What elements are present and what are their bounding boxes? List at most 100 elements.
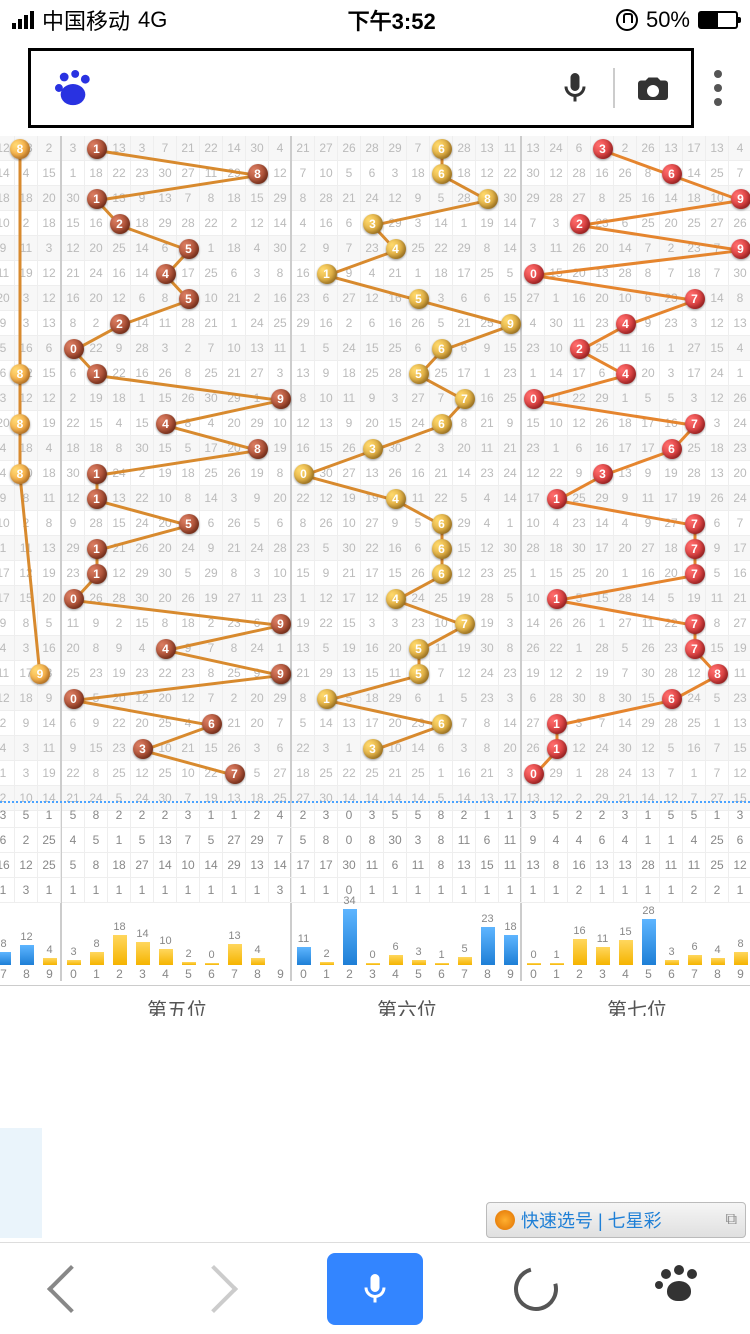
grid-cell: 15 xyxy=(499,286,522,311)
grid-cell: 20 xyxy=(154,536,177,561)
mic-icon[interactable] xyxy=(557,70,593,106)
grid-cell: 16 xyxy=(384,536,407,561)
digit-label: 0 xyxy=(292,967,315,981)
grid-cell: 8 xyxy=(108,436,131,461)
more-menu-icon[interactable] xyxy=(714,70,722,106)
stats-cell: 27 xyxy=(223,828,246,853)
grid-cell: 12 xyxy=(131,761,154,786)
grid-cell: 3 xyxy=(660,361,683,386)
grid-cell: 9 xyxy=(0,611,15,636)
grid-cell: 9 xyxy=(407,186,430,211)
trend-ball: 4 xyxy=(616,314,636,334)
grid-cell: 26 xyxy=(223,461,246,486)
stats-cell: 1 xyxy=(108,828,131,853)
digit-label: 0 xyxy=(522,967,545,981)
grid-cell: 8 xyxy=(177,486,200,511)
stats-cell: 8 xyxy=(545,853,568,878)
stats-cell: 3 xyxy=(407,828,430,853)
grid-cell: 14 xyxy=(499,236,522,261)
grid-cell: 9 xyxy=(315,361,338,386)
stats-cell: 2 xyxy=(453,803,476,828)
grid-cell: 8 xyxy=(85,761,108,786)
grid-cell: 30 xyxy=(729,261,750,286)
grid-cell: 5 xyxy=(292,711,315,736)
forward-button[interactable] xyxy=(184,1259,244,1319)
grid-cell: 16 xyxy=(85,211,108,236)
grid-cell: 12 xyxy=(108,561,131,586)
grid-cell: 1 xyxy=(522,561,545,586)
grid-cell: 7 xyxy=(338,236,361,261)
lottery-trend-chart[interactable]: 1213232613372122143042127262829719281311… xyxy=(0,136,750,1016)
trend-ball: 6 xyxy=(432,714,452,734)
back-button[interactable] xyxy=(41,1259,101,1319)
refresh-button[interactable] xyxy=(506,1259,566,1319)
grid-cell: 22 xyxy=(430,236,453,261)
trend-ball: 1 xyxy=(547,739,567,759)
grid-cell: 12 xyxy=(384,186,407,211)
carrier-label: 中国移动 xyxy=(42,4,130,36)
trend-ball: 6 xyxy=(432,139,452,159)
grid-cell: 21 xyxy=(223,361,246,386)
bar-value-label: 10 xyxy=(154,935,177,947)
trend-ball: 6 xyxy=(662,689,682,709)
grid-cell: 21 xyxy=(223,711,246,736)
grid-cell: 20 xyxy=(499,736,522,761)
grid-cell: 25 xyxy=(108,236,131,261)
grid-cell: 17 xyxy=(683,136,706,161)
grid-cell: 23 xyxy=(476,461,499,486)
grid-cell: 4 xyxy=(269,136,292,161)
frequency-bar xyxy=(642,919,656,965)
search-box[interactable] xyxy=(28,48,694,128)
grid-cell: 23 xyxy=(729,686,750,711)
trend-ball: 5 xyxy=(409,664,429,684)
camera-icon[interactable] xyxy=(635,70,671,106)
digit-label: 1 xyxy=(545,967,568,981)
grid-cell: 22 xyxy=(292,736,315,761)
grid-cell: 14 xyxy=(131,261,154,286)
grid-cell: 4 xyxy=(131,636,154,661)
trend-ball: 8 xyxy=(10,364,30,384)
grid-cell: 18 xyxy=(430,261,453,286)
grid-cell: 8 xyxy=(62,311,85,336)
network-label: 4G xyxy=(138,7,167,33)
grid-cell: 20 xyxy=(62,636,85,661)
grid-cell: 13 xyxy=(38,311,61,336)
stats-cell: 1 xyxy=(476,803,499,828)
grid-cell: 13 xyxy=(361,461,384,486)
frequency-bar xyxy=(20,945,34,965)
stats-cell: 17 xyxy=(315,853,338,878)
home-button[interactable] xyxy=(649,1259,709,1319)
grid-cell: 17 xyxy=(591,536,614,561)
grid-cell: 24 xyxy=(729,486,750,511)
stats-cell: 6 xyxy=(476,828,499,853)
grid-cell: 13 xyxy=(246,336,269,361)
stats-cell: 1 xyxy=(38,878,61,903)
quickpick-label: 快速选号 | 七星彩 xyxy=(521,1207,662,1233)
stats-cell: 3 xyxy=(361,803,384,828)
stats-cell: 17 xyxy=(292,853,315,878)
stats-cell: 1 xyxy=(131,878,154,903)
grid-cell: 25 xyxy=(499,386,522,411)
trend-ball: 7 xyxy=(685,514,705,534)
stats-cell: 5 xyxy=(62,853,85,878)
grid-cell: 12 xyxy=(706,311,729,336)
grid-cell: 8 xyxy=(476,736,499,761)
grid-cell: 16 xyxy=(62,286,85,311)
trend-ball: 1 xyxy=(317,689,337,709)
frequency-bar xyxy=(251,958,265,965)
grid-cell: 14 xyxy=(591,511,614,536)
grid-cell: 19 xyxy=(38,411,61,436)
grid-cell: 2 xyxy=(246,286,269,311)
stats-cell: 5 xyxy=(384,803,407,828)
grid-cell: 23 xyxy=(62,561,85,586)
grid-cell: 1 xyxy=(683,761,706,786)
voice-search-button[interactable] xyxy=(327,1253,423,1325)
quickpick-button[interactable]: 快速选号 | 七星彩 ⧉ xyxy=(486,1202,746,1238)
grid-cell: 14 xyxy=(200,486,223,511)
trend-ball: 3 xyxy=(363,214,383,234)
grid-cell: 17 xyxy=(453,261,476,286)
frequency-bar xyxy=(159,949,173,965)
grid-cell: 21 xyxy=(384,761,407,786)
grid-cell: 21 xyxy=(338,561,361,586)
grid-cell: 14 xyxy=(614,236,637,261)
